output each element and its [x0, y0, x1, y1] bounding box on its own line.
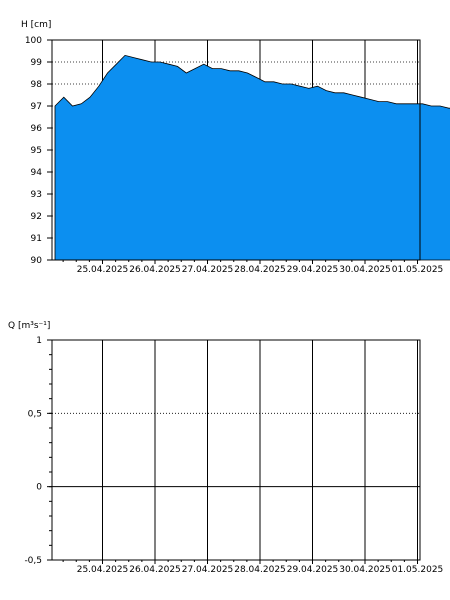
x-tick-label: 27.04.2025 — [182, 565, 234, 575]
x-tick-label: 27.04.2025 — [182, 265, 234, 275]
x-tick-label: 01.05.2025 — [392, 565, 444, 575]
y-tick-label: 93 — [31, 190, 42, 200]
x-tick-label: 26.04.2025 — [129, 265, 181, 275]
y-tick-label: 96 — [31, 124, 43, 134]
y-tick-label: 91 — [31, 234, 42, 244]
x-tick-label: 28.04.2025 — [234, 265, 286, 275]
y-axis-label: Q [m³s⁻¹] — [8, 321, 50, 331]
y-tick-label: 90 — [31, 256, 43, 266]
x-tick-label: 30.04.2025 — [339, 265, 391, 275]
x-tick-label: 25.04.2025 — [77, 265, 129, 275]
y-tick-label: 92 — [31, 212, 42, 222]
x-tick-label: 25.04.2025 — [77, 565, 129, 575]
y-tick-label: 0 — [36, 483, 42, 493]
y-axis-label: H [cm] — [21, 20, 51, 30]
y-tick-label: 98 — [31, 80, 43, 90]
discharge-chart: Q [m³s⁻¹] -0,5 0 0,5 1 25.04.2025 26.04.2025… — [8, 321, 443, 575]
y-tick-label: 97 — [31, 102, 42, 112]
x-tick-label: 28.04.2025 — [234, 565, 286, 575]
y-tick-label: 100 — [25, 36, 42, 46]
y-tick-label: 94 — [31, 168, 43, 178]
y-tick-label: -0,5 — [24, 556, 42, 566]
water-level-chart: H [cm] 90 91 92 93 94 95 96 97 98 99 100 25.04.202… — [21, 20, 450, 275]
water-level-area — [54, 54, 450, 261]
x-tick-label: 26.04.2025 — [129, 565, 181, 575]
y-tick-label: 0,5 — [28, 409, 42, 419]
y-tick-label: 99 — [31, 58, 43, 68]
x-tick-label: 29.04.2025 — [287, 565, 339, 575]
x-tick-label: 29.04.2025 — [287, 265, 339, 275]
y-tick-label: 1 — [36, 336, 42, 346]
plot-frame — [51, 339, 421, 561]
y-tick-label: 95 — [31, 146, 42, 156]
x-tick-label: 01.05.2025 — [392, 265, 444, 275]
x-tick-label: 30.04.2025 — [339, 565, 391, 575]
